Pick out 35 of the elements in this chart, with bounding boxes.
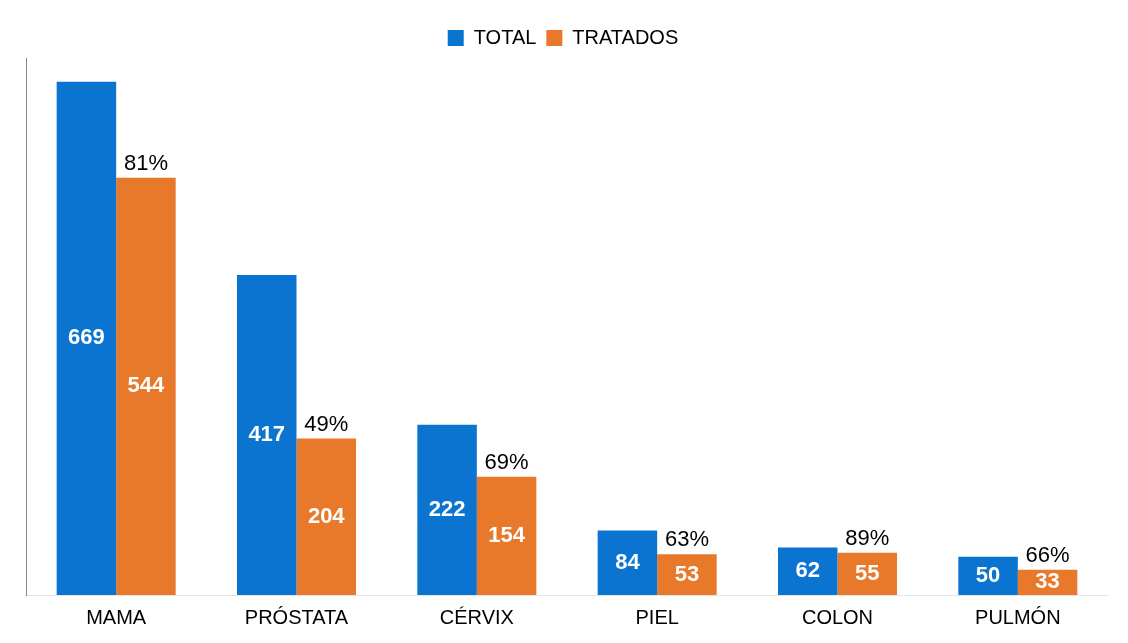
bar (777, 547, 838, 595)
x-tick-label: PRÓSTATA (244, 605, 349, 628)
annotation: 63% (664, 526, 709, 552)
annotation: 89% (845, 524, 890, 550)
annotation: 49% (304, 410, 349, 436)
x-tick-label: COLON (801, 605, 874, 628)
data-label: 222 (428, 495, 466, 521)
data-label: 154 (488, 521, 526, 547)
data-label: 62 (795, 557, 820, 583)
x-tick-label: PULMÓN (975, 605, 1061, 628)
bar (296, 438, 357, 595)
legend-label: TRATADOS (572, 25, 679, 48)
bar (116, 177, 176, 595)
x-tick-label: MAMA (86, 605, 147, 628)
data-label: 33 (1035, 568, 1060, 594)
data-label: 417 (248, 421, 286, 447)
data-label: 53 (674, 560, 700, 586)
data-label: 55 (855, 559, 880, 585)
x-tick-label: PIEL (635, 605, 679, 628)
bar (56, 81, 117, 595)
bar (597, 530, 658, 595)
annotation: 69% (484, 448, 529, 474)
data-label: 669 (68, 324, 105, 350)
data-label: 84 (615, 548, 641, 574)
bar (476, 476, 537, 595)
x-tick-label: CÉRVIX (439, 605, 514, 628)
bar (657, 554, 717, 595)
legend-label: TOTAL (473, 25, 537, 48)
data-label: 544 (127, 372, 166, 398)
annotation: 81% (123, 149, 168, 175)
annotation: 66% (1025, 541, 1070, 567)
bar (236, 275, 297, 595)
bar (417, 424, 477, 595)
data-label: 204 (307, 502, 346, 528)
data-label: 50 (975, 561, 1001, 587)
